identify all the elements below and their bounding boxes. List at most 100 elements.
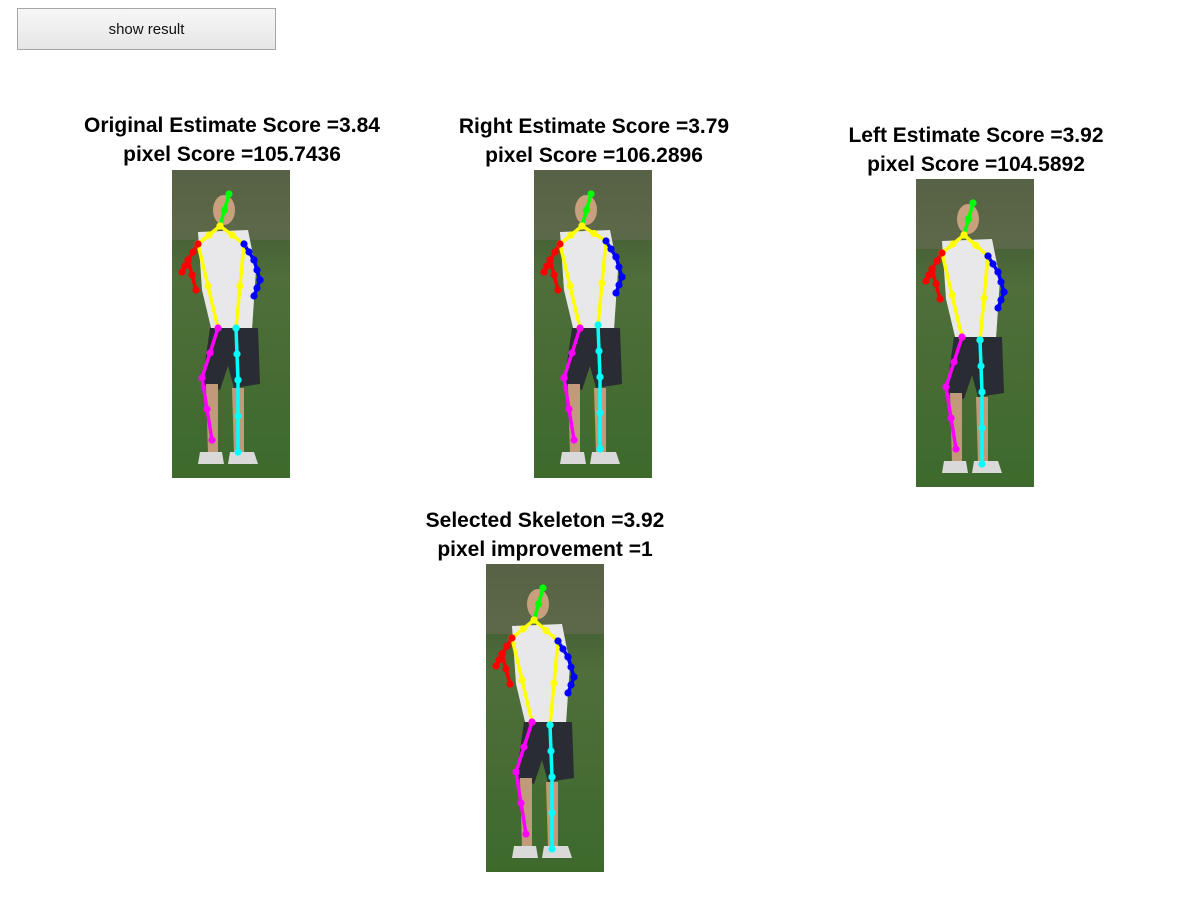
photo-canvas xyxy=(172,170,290,478)
joint-dot xyxy=(184,256,192,264)
joint-dot xyxy=(972,241,980,250)
joint-dot xyxy=(528,718,536,726)
joint-dot xyxy=(548,809,556,817)
joint-dot xyxy=(976,336,984,344)
joint-dot xyxy=(188,271,196,279)
joint-dot xyxy=(950,358,958,366)
joint-dot xyxy=(194,240,202,248)
joint-dot xyxy=(969,199,977,207)
joint-dot xyxy=(551,248,559,256)
show-result-button[interactable]: show result xyxy=(17,8,276,50)
joint-dot xyxy=(595,347,603,355)
joint-dot xyxy=(546,256,554,264)
joint-dot xyxy=(578,222,586,230)
joint-dot xyxy=(980,294,988,302)
joint-dot xyxy=(250,256,258,264)
right-estimate-title: Right Estimate Score =3.79 pixel Score =… xyxy=(414,112,774,170)
joint-dot xyxy=(559,645,567,653)
joint-dot xyxy=(922,277,930,285)
joint-dot xyxy=(492,662,500,670)
joint-dot xyxy=(942,383,950,391)
joint-dot xyxy=(978,424,986,432)
joint-dot xyxy=(236,282,244,290)
joint-dot xyxy=(550,271,558,279)
joint-dot xyxy=(233,350,241,358)
person-shorts xyxy=(946,337,1004,399)
joint-dot xyxy=(570,436,578,444)
photo-canvas xyxy=(486,564,604,872)
joint-dot xyxy=(512,768,520,776)
joint-dot xyxy=(564,653,572,661)
joint-dot xyxy=(554,286,562,294)
joint-dot xyxy=(567,231,575,239)
joint-dot xyxy=(984,252,992,260)
joint-dot xyxy=(952,445,960,453)
joint-dot xyxy=(220,206,229,214)
original-estimate-title: Original Estimate Score =3.84 pixel Scor… xyxy=(40,111,424,169)
original-pixel-score: pixel Score =105.7436 xyxy=(123,143,341,166)
pixel-improvement: pixel improvement =1 xyxy=(437,538,653,561)
joint-dot xyxy=(994,268,1002,276)
joint-dot xyxy=(181,262,189,270)
joint-dot xyxy=(519,625,527,633)
selected-skeleton-image xyxy=(486,564,604,872)
joint-dot xyxy=(576,324,584,332)
joint-dot xyxy=(543,262,551,270)
joint-dot xyxy=(564,689,572,697)
joint-dot xyxy=(949,240,957,248)
joint-dot xyxy=(495,656,503,664)
joint-dot xyxy=(502,665,510,673)
joint-dot xyxy=(612,289,620,297)
joint-dot xyxy=(933,257,941,265)
joint-dot xyxy=(948,291,956,299)
joint-dot xyxy=(253,284,261,292)
joint-dot xyxy=(198,374,206,382)
joint-dot xyxy=(539,584,547,592)
joint-dot xyxy=(615,281,623,289)
joint-dot xyxy=(253,266,261,274)
joint-dot xyxy=(204,282,212,290)
joint-dot xyxy=(978,388,986,396)
joint-dot xyxy=(203,405,211,413)
joint-dot xyxy=(587,190,595,198)
joint-dot xyxy=(517,799,525,807)
joint-dot xyxy=(232,324,240,332)
joint-dot xyxy=(189,248,197,256)
joint-dot xyxy=(565,405,573,413)
joint-dot xyxy=(936,295,944,303)
joint-dot xyxy=(977,362,985,370)
joint-dot xyxy=(947,414,955,422)
joint-dot xyxy=(540,268,548,276)
joint-dot xyxy=(522,830,530,838)
joint-dot xyxy=(556,240,564,248)
joint-dot xyxy=(214,324,222,332)
person-legs xyxy=(950,393,988,463)
joint-dot xyxy=(928,265,936,273)
left-pixel-score: pixel Score =104.5892 xyxy=(867,153,1085,176)
joint-dot xyxy=(570,673,578,681)
joint-dot xyxy=(534,600,543,608)
joint-dot xyxy=(508,634,516,642)
joint-dot xyxy=(225,190,233,198)
joint-dot xyxy=(208,436,216,444)
joint-dot xyxy=(554,637,562,645)
joint-dot xyxy=(925,271,933,279)
joint-dot xyxy=(256,276,264,284)
joint-dot xyxy=(960,231,968,239)
joint-dot xyxy=(228,231,236,239)
joint-dot xyxy=(234,412,242,420)
joint-dot xyxy=(568,349,576,357)
joint-dot xyxy=(546,721,554,729)
joint-dot xyxy=(932,280,940,288)
joint-dot xyxy=(590,229,598,238)
joint-dot xyxy=(506,680,514,688)
joint-dot xyxy=(518,676,526,684)
joint-dot xyxy=(567,681,575,689)
person-shoes xyxy=(198,452,258,464)
joint-dot xyxy=(997,296,1005,304)
person-shoes xyxy=(560,452,620,464)
joint-dot xyxy=(938,249,946,257)
joint-dot xyxy=(607,245,615,253)
person-shorts xyxy=(516,722,574,784)
joint-dot xyxy=(192,286,200,294)
